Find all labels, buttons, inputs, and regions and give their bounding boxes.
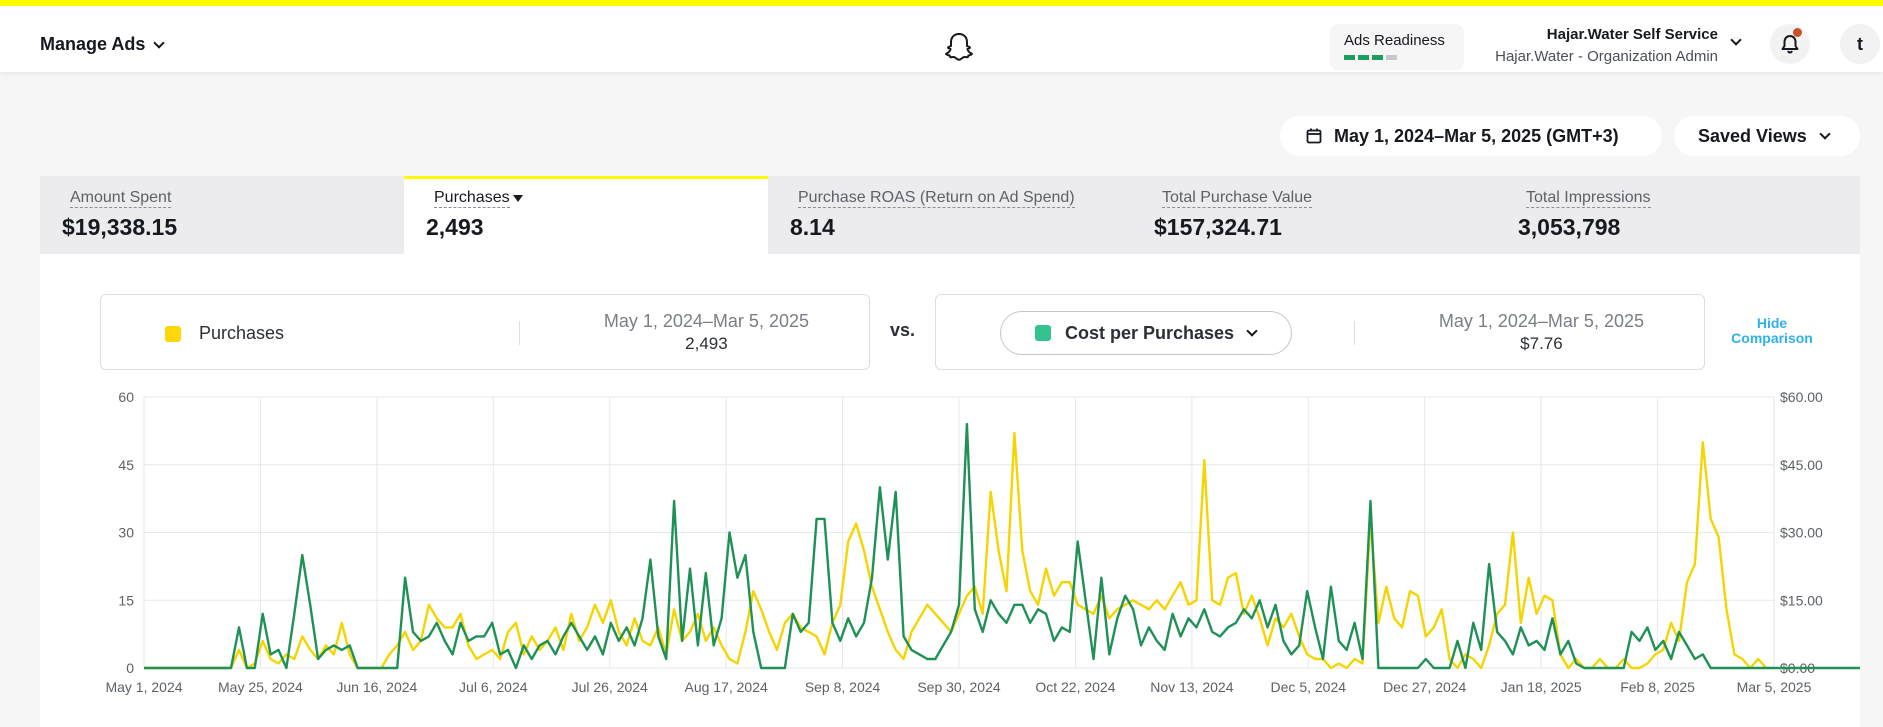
y-right-tick-label: $30.00 (1780, 525, 1823, 541)
divider (1354, 321, 1355, 345)
chevron-down-icon[interactable] (1730, 34, 1742, 46)
saved-views-button[interactable]: Saved Views (1674, 116, 1860, 156)
y-right-tick-label: $45.00 (1780, 457, 1823, 473)
y-left-tick-label: 30 (118, 525, 134, 541)
secondary-metric-label: Cost per Purchases (1065, 322, 1235, 343)
chevron-down-icon (1819, 128, 1831, 140)
secondary-metric-card: Cost per Purchases May 1, 2024–Mar 5, 20… (935, 294, 1705, 370)
metric-label: Total Purchase Value (1162, 189, 1313, 208)
metric-value: $157,324.71 (1154, 214, 1282, 240)
metric-label: Purchase ROAS (Return on Ad Spend) (798, 189, 1075, 208)
date-range-label: May 1, 2024–Mar 5, 2025 (GMT+3) (1334, 125, 1619, 146)
y-left-tick-label: 60 (118, 389, 134, 405)
x-tick-label: Jul 26, 2024 (572, 679, 648, 695)
top-bar: Manage Ads Ads Readiness Hajar.Water Sel… (0, 0, 1883, 72)
account-org: Hajar.Water - Organization Admin (1495, 48, 1718, 65)
chevron-down-icon (153, 36, 166, 49)
y-left-tick-label: 45 (118, 457, 134, 473)
x-tick-label: Sep 8, 2024 (805, 679, 881, 695)
x-tick-label: May 1, 2024 (105, 679, 182, 695)
metric-tab-total-impressions[interactable]: Total Impressions 3,053,798 (1496, 176, 1860, 254)
vs-label: vs. (890, 320, 916, 340)
metric-value: $19,338.15 (62, 214, 178, 240)
bell-icon (1781, 35, 1799, 54)
readiness-segment (1386, 55, 1397, 60)
x-tick-label: Dec 5, 2024 (1271, 679, 1347, 695)
notification-dot (1793, 28, 1802, 37)
metric-tab-purchase-roas[interactable]: Purchase ROAS (Return on Ad Spend) 8.14 (768, 176, 1132, 254)
y-right-tick-label: $60.00 (1780, 389, 1823, 405)
x-tick-label: Aug 17, 2024 (684, 679, 768, 695)
ads-readiness-label: Ads Readiness (1344, 32, 1445, 49)
x-tick-label: Nov 13, 2024 (1150, 679, 1233, 695)
saved-views-label: Saved Views (1698, 125, 1807, 146)
secondary-series-swatch (1035, 325, 1051, 341)
secondary-range: May 1, 2024–Mar 5, 2025 (1438, 311, 1644, 331)
readiness-segment (1344, 55, 1355, 60)
caret-down-icon[interactable] (512, 195, 523, 202)
purchases-line (144, 431, 1768, 670)
x-tick-label: Sep 30, 2024 (917, 679, 1001, 695)
date-range-picker[interactable]: May 1, 2024–Mar 5, 2025 (GMT+3) (1280, 116, 1662, 156)
account-name: Hajar.Water Self Service (1546, 26, 1718, 43)
metric-value: 8.14 (790, 214, 835, 240)
calendar-icon (1306, 128, 1322, 144)
y-left-tick-label: 0 (126, 660, 134, 676)
cost-per-purchase-line (144, 422, 1860, 670)
readiness-segment (1372, 55, 1383, 60)
metric-tab-amount-spent[interactable]: Amount Spent $19,338.15 (40, 176, 404, 254)
notifications-button[interactable] (1770, 24, 1810, 64)
metric-value: 2,493 (426, 214, 484, 240)
snapchat-ghost-icon[interactable] (942, 30, 976, 64)
x-tick-label: Dec 27, 2024 (1383, 679, 1466, 695)
manage-ads-label: Manage Ads (40, 34, 146, 54)
x-tick-label: Jul 6, 2024 (459, 679, 528, 695)
primary-range: May 1, 2024–Mar 5, 2025 (603, 311, 809, 331)
ads-readiness-progress (1344, 55, 1450, 60)
secondary-value: $7.76 (1520, 334, 1563, 353)
account-switcher[interactable]: Hajar.Water Self Service Hajar.Water - O… (1495, 26, 1718, 65)
comparison-metric-dropdown[interactable]: Cost per Purchases (1000, 311, 1292, 355)
x-tick-label: Jan 18, 2025 (1501, 679, 1582, 695)
primary-value: 2,493 (685, 334, 728, 353)
divider (519, 321, 520, 345)
metric-tabs: Amount Spent $19,338.15 Purchases 2,493 … (40, 176, 1860, 254)
x-tick-label: Feb 8, 2025 (1620, 679, 1695, 695)
metric-label: Purchases (434, 189, 510, 208)
metric-tab-purchases[interactable]: Purchases 2,493 (404, 176, 768, 254)
hide-comparison-link[interactable]: Hide Comparison (1731, 315, 1813, 346)
metric-value: 3,053,798 (1518, 214, 1621, 240)
metric-tab-total-purchase-value[interactable]: Total Purchase Value $157,324.71 (1132, 176, 1496, 254)
x-tick-label: May 25, 2024 (218, 679, 303, 695)
x-tick-label: Oct 22, 2024 (1035, 679, 1115, 695)
metric-label: Amount Spent (70, 189, 172, 208)
metric-label: Total Impressions (1526, 189, 1651, 208)
primary-metric-card: Purchases May 1, 2024–Mar 5, 2025 2,493 (100, 294, 870, 370)
x-tick-label: Jun 16, 2024 (336, 679, 417, 695)
ads-readiness-widget[interactable]: Ads Readiness (1330, 24, 1464, 70)
manage-ads-menu[interactable]: Manage Ads (40, 34, 166, 55)
avatar[interactable]: t (1840, 24, 1880, 64)
y-left-tick-label: 15 (118, 592, 134, 608)
primary-metric-label: Purchases (199, 323, 285, 343)
y-right-tick-label: $15.00 (1780, 592, 1823, 608)
readiness-segment (1358, 55, 1369, 60)
chart-panel: Purchases May 1, 2024–Mar 5, 2025 2,493 … (40, 254, 1860, 727)
primary-series-swatch (165, 325, 181, 342)
x-tick-label: Mar 5, 2025 (1737, 679, 1812, 695)
